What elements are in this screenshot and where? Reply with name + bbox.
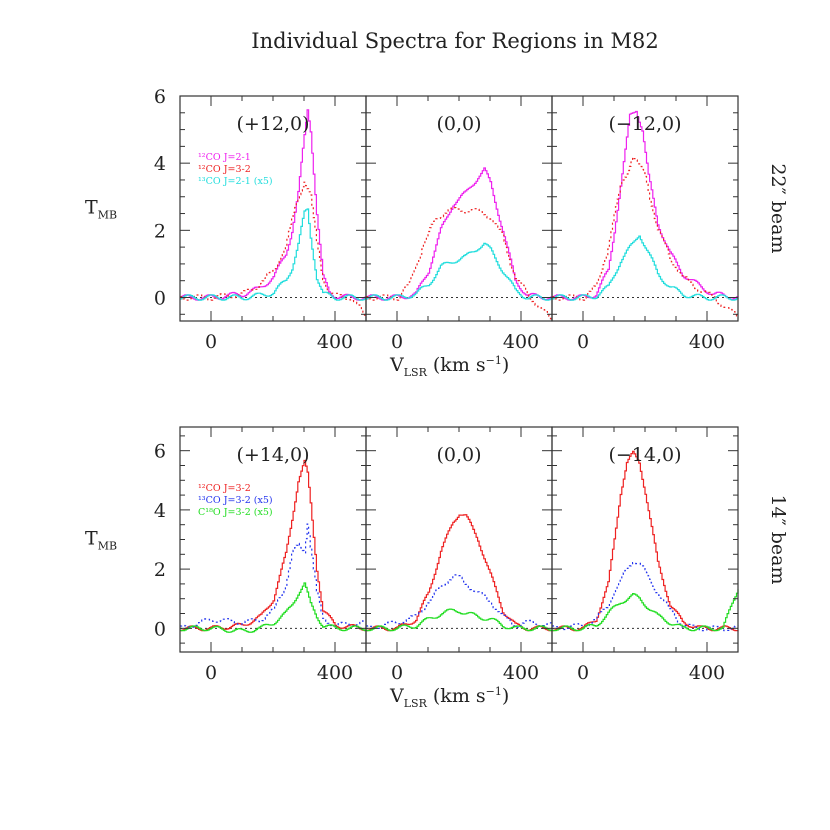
x-tick-label: 0 — [391, 331, 403, 353]
panel-label: (−12,0) — [608, 113, 681, 135]
x-tick-label: 400 — [503, 662, 539, 684]
legend-entry: ¹²CO J=3-2 — [198, 164, 251, 175]
x-tick-label: 400 — [503, 331, 539, 353]
series-0-line — [366, 167, 553, 301]
legend-entry: C¹⁸O J=3-2 (x5) — [198, 507, 273, 518]
panel-label: (0,0) — [436, 113, 481, 135]
legend-entry: ¹³CO J=3-2 (x5) — [198, 495, 273, 506]
series-2-line — [180, 582, 367, 633]
y-axis-label-text: TMB — [85, 528, 117, 553]
beam-label: 22″ beam — [767, 163, 789, 253]
panel-top-1: 0 400 (0,0) — [365, 95, 553, 353]
x-tick-label: 400 — [317, 331, 353, 353]
x-tick-label: 400 — [689, 662, 725, 684]
series-1-line — [180, 523, 366, 628]
y-tick-label: 0 — [154, 287, 166, 309]
y-tick-label: 0 — [154, 618, 166, 640]
panel-top-2: 0 400 (−12,0) — [551, 95, 739, 353]
x-tick-label: 400 — [317, 662, 353, 684]
series-1-line — [366, 206, 553, 321]
x-axis-label: VLSR (km s−1) — [389, 354, 509, 379]
series-2-line — [366, 608, 553, 632]
x-tick-label: 0 — [205, 331, 217, 353]
x-tick-label: 0 — [577, 331, 589, 353]
x-tick-label: 0 — [391, 662, 403, 684]
series-2-line — [366, 242, 553, 301]
legend-entry: ¹²CO J=2-1 — [198, 152, 251, 163]
y-axis-label: TMB — [85, 197, 117, 222]
series-2-line — [552, 589, 739, 632]
y-tick-label: 6 — [154, 86, 166, 108]
panel-bottom-1: 0 400 (0,0) — [365, 426, 553, 684]
y-tick-label: 6 — [154, 441, 166, 463]
legend-entry: ¹²CO J=3-2 — [198, 483, 251, 494]
y-axis-label: TMB — [85, 528, 117, 553]
series-1-line — [552, 562, 739, 632]
x-tick-label: 0 — [577, 662, 589, 684]
beam-label: 14″ beam — [767, 494, 789, 584]
panel-label: (0,0) — [436, 444, 481, 466]
legend-entry: ¹³CO J=2-1 (x5) — [198, 176, 273, 187]
y-tick-label: 2 — [154, 559, 166, 581]
x-axis-label: VLSR (km s−1) — [389, 685, 509, 710]
panel-label: (−14,0) — [608, 444, 681, 466]
series-1-line — [180, 181, 367, 319]
panel-label: (+14,0) — [236, 444, 309, 466]
series-0-line — [552, 110, 739, 301]
y-tick-label: 4 — [154, 500, 166, 522]
y-tick-label: 4 — [154, 153, 166, 175]
series-1-line — [366, 574, 553, 629]
series-2-line — [552, 235, 739, 301]
series-0-line — [552, 450, 739, 632]
panel-bottom-2: 0 400 (−14,0) — [551, 426, 739, 684]
x-tick-label: 0 — [205, 662, 217, 684]
y-axis-label-text: TMB — [85, 197, 117, 222]
y-tick-label: 2 — [154, 220, 166, 242]
series-1-line — [552, 156, 739, 319]
series-2-line — [180, 208, 367, 301]
series-0-line — [180, 109, 367, 301]
panel-label: (+12,0) — [236, 113, 309, 135]
figure-title: Individual Spectra for Regions in M82 — [251, 29, 658, 53]
x-tick-label: 400 — [689, 331, 725, 353]
